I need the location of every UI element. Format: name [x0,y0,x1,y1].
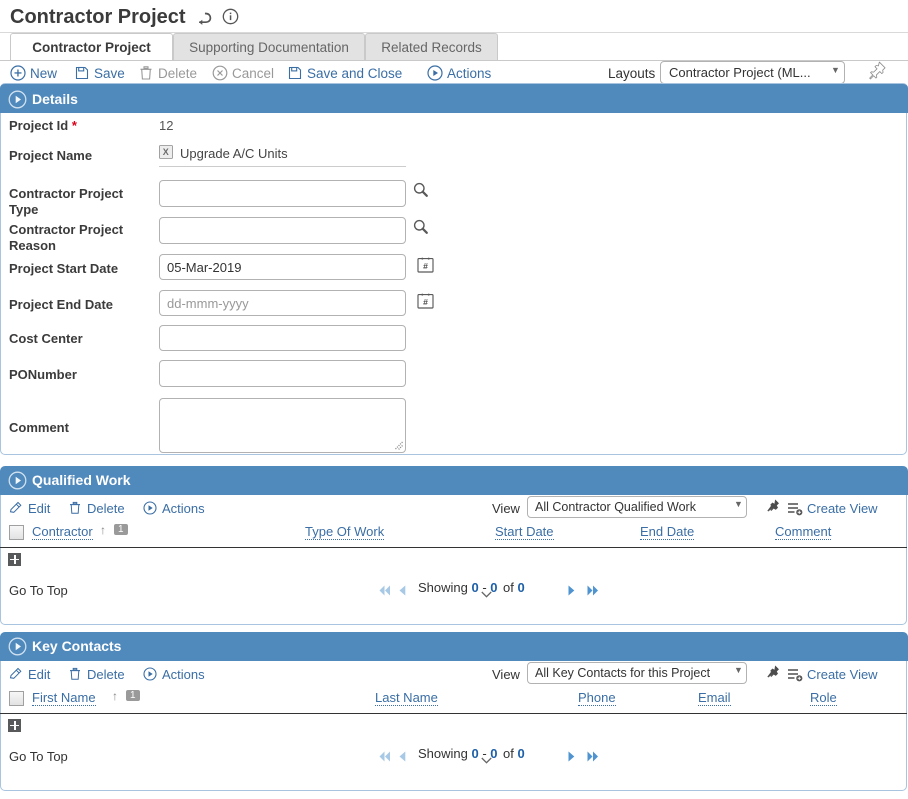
svg-text:#: # [423,261,428,271]
svg-text:X: X [163,147,169,157]
svg-text:#: # [423,297,428,307]
